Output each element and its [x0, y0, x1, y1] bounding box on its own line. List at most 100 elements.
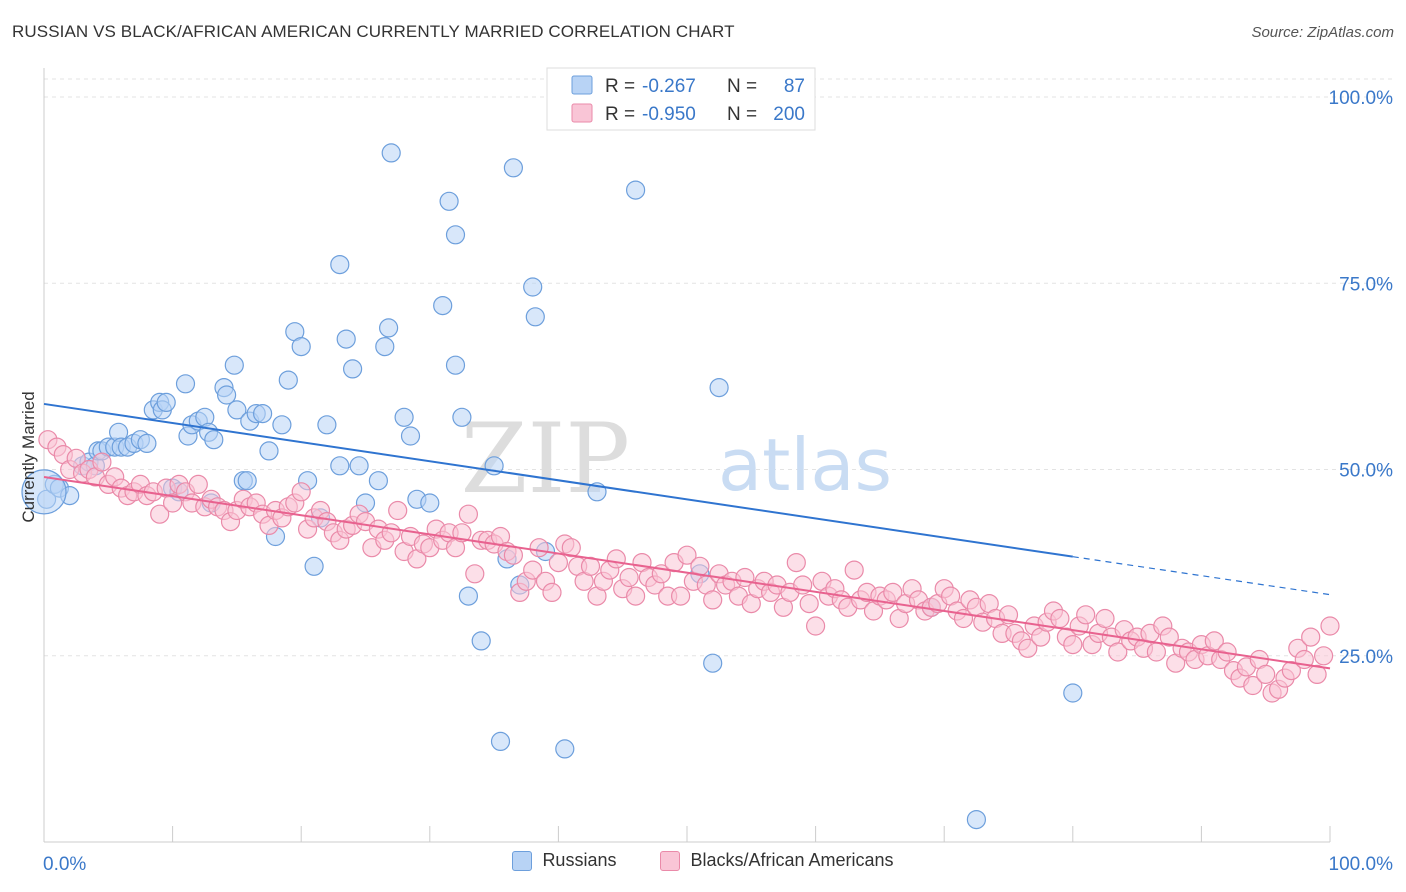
- blacks-point-157: [1050, 608, 1070, 629]
- russians-point-69: [458, 586, 478, 606]
- russians-point-65: [439, 191, 459, 211]
- blacks-point-66: [465, 564, 485, 584]
- blacks-point-81: [561, 538, 581, 558]
- blacks-point-8: [92, 452, 112, 472]
- stats-n-label-russians: N =: [727, 76, 757, 97]
- russians-point-74: [503, 158, 524, 178]
- russians-point-52: [343, 359, 363, 379]
- russians-point-76: [523, 277, 543, 297]
- tick-labels: 25.0% 50.0% 75.0% 100.0% 0.0% 100.0%: [43, 88, 1393, 875]
- blacks-point-164: [1095, 608, 1115, 629]
- russians-point-87: [966, 809, 987, 830]
- blacks-point-161: [1076, 605, 1096, 625]
- russians-point-16: [137, 433, 157, 453]
- russians-point-72: [490, 731, 511, 752]
- russians-point-39: [253, 404, 273, 424]
- stats-swatch-blacks: [571, 103, 593, 123]
- blacks-point-76: [529, 538, 549, 558]
- blacks-point-197: [1307, 664, 1327, 685]
- stats-n-blacks: 200: [773, 104, 805, 125]
- x-tick-label-0: 0.0%: [43, 854, 86, 875]
- russians-point-45: [291, 337, 311, 357]
- legend-item-russians[interactable]: Russians: [512, 850, 616, 871]
- blacks-point-159: [1063, 634, 1083, 655]
- russians-point-43: [278, 370, 298, 390]
- blacks-point-196: [1301, 627, 1321, 647]
- stats-r-russians: -0.267: [642, 76, 696, 97]
- source-label: Source: ZipAtlas.com: [1251, 24, 1394, 41]
- blacks-series: [38, 430, 1340, 703]
- blacks-point-54: [388, 500, 408, 521]
- blacks-point-172: [1146, 642, 1167, 662]
- blacks-point-193: [1281, 660, 1302, 681]
- y-tick-label-75: 75.0%: [1339, 274, 1393, 295]
- russians-point-51: [336, 329, 356, 349]
- blacks-point-181: [1204, 631, 1224, 651]
- russians-point-81: [625, 180, 646, 200]
- stats-swatch-russians: [571, 75, 593, 95]
- russians-point-20: [156, 392, 176, 412]
- blacks-point-187: [1243, 675, 1263, 696]
- russians-point-30: [204, 430, 224, 450]
- russians-trend-line: [43, 402, 1073, 558]
- russians-point-34: [227, 400, 247, 420]
- blacks-point-72: [503, 545, 524, 565]
- russians-point-60: [394, 407, 414, 427]
- blacks-point-65: [458, 504, 478, 524]
- russians-point-32: [217, 385, 237, 405]
- blacks-point-101: [690, 556, 710, 576]
- blacks-point-78: [542, 582, 562, 603]
- blacks-point-125: [844, 560, 864, 580]
- blacks-point-103: [703, 590, 723, 610]
- blacks-point-39: [291, 482, 311, 502]
- axes: [43, 68, 1331, 843]
- legend-swatch-blacks: [660, 850, 681, 871]
- blacks-point-75: [523, 560, 543, 580]
- trend-lines: [43, 402, 1331, 670]
- russians-point-57: [375, 337, 395, 357]
- legend-label-russians: Russians: [542, 850, 617, 870]
- blacks-point-189: [1256, 664, 1276, 685]
- blacks-point-91: [625, 586, 646, 606]
- stats-r-label-blacks: R =: [605, 104, 635, 125]
- stats-r-label-russians: R =: [605, 76, 635, 97]
- russians-point-64: [433, 296, 453, 316]
- blacks-trend-line: [43, 475, 1331, 670]
- russians-point-42: [272, 415, 292, 435]
- blacks-point-64: [452, 523, 472, 543]
- russians-point-cluster: [21, 469, 67, 515]
- russians-point-59: [381, 143, 401, 163]
- russians-point-63: [420, 493, 440, 513]
- series-legend: Russians Blacks/African Americans: [0, 850, 1406, 871]
- russians-point-70: [471, 631, 491, 651]
- russians-point-49: [317, 415, 337, 435]
- watermark-zip: ZIP: [461, 403, 630, 515]
- blacks-point-88: [606, 549, 626, 569]
- russians-point-23: [175, 374, 196, 394]
- russians-point-54: [349, 456, 369, 476]
- blacks-point-131: [883, 582, 903, 603]
- russians-point-67: [445, 225, 466, 245]
- blacks-point-23: [188, 474, 208, 494]
- blacks-point-118: [799, 593, 819, 614]
- blacks-point-198: [1313, 646, 1334, 666]
- stats-n-russians: 87: [784, 76, 805, 97]
- x-tick-label-100: 100.0%: [1329, 854, 1394, 875]
- watermark-atlas: atlas: [718, 423, 892, 507]
- russians-point-66: [445, 355, 466, 375]
- russians-point-53: [330, 456, 350, 476]
- legend-swatch-russians: [512, 850, 533, 871]
- blacks-point-174: [1159, 627, 1179, 647]
- russians-point-50: [330, 255, 350, 275]
- legend-item-blacks[interactable]: Blacks/African Americans: [660, 850, 894, 871]
- russians-point-83: [703, 653, 723, 673]
- legend-label-blacks: Blacks/African Americans: [690, 850, 894, 870]
- blacks-point-53: [381, 523, 401, 543]
- blacks-point-116: [786, 552, 806, 573]
- blacks-point-98: [670, 586, 691, 606]
- russians-point-79: [555, 739, 575, 759]
- russians-point-84: [709, 378, 729, 398]
- russians-point-40: [259, 441, 279, 461]
- russians-point-56: [368, 471, 388, 491]
